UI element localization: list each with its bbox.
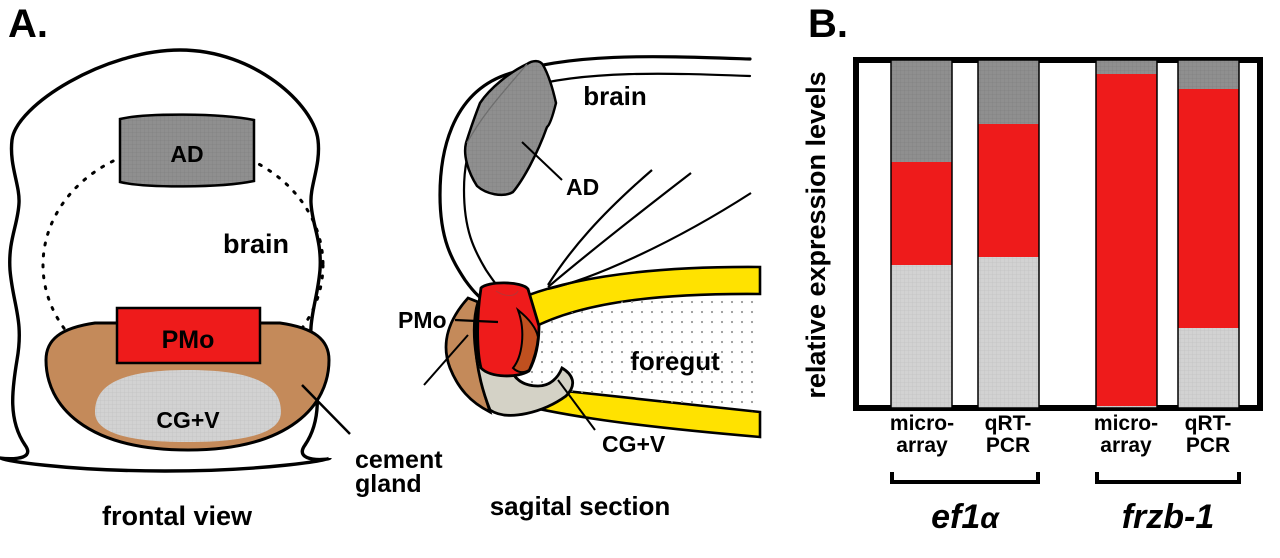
svg-text:frzb-1: frzb-1 [1122, 498, 1215, 536]
svg-text:qRT-: qRT- [985, 412, 1032, 435]
svg-text:PMo: PMo [162, 326, 215, 354]
svg-text:ef1α: ef1α [931, 498, 1000, 536]
svg-text:qRT-: qRT- [1185, 412, 1232, 435]
svg-text:CG+V: CG+V [602, 431, 666, 457]
svg-text:AD: AD [566, 174, 599, 200]
svg-text:array: array [1100, 434, 1152, 457]
svg-text:sagital section: sagital section [490, 491, 671, 521]
svg-text:relative expression levels: relative expression levels [801, 71, 831, 398]
svg-text:brain: brain [223, 229, 289, 259]
svg-text:PCR: PCR [986, 434, 1030, 457]
svg-text:array: array [896, 434, 948, 457]
svg-text:micro-: micro- [890, 412, 954, 435]
svg-text:foregut: foregut [630, 346, 720, 376]
svg-text:AD: AD [170, 141, 203, 167]
svg-text:micro-: micro- [1094, 412, 1158, 435]
svg-text:brain: brain [583, 81, 647, 111]
svg-text:PMo: PMo [398, 307, 447, 333]
svg-text:CG+V: CG+V [156, 407, 220, 433]
svg-text:PCR: PCR [1186, 434, 1230, 457]
svg-text:frontal view: frontal view [102, 501, 253, 531]
